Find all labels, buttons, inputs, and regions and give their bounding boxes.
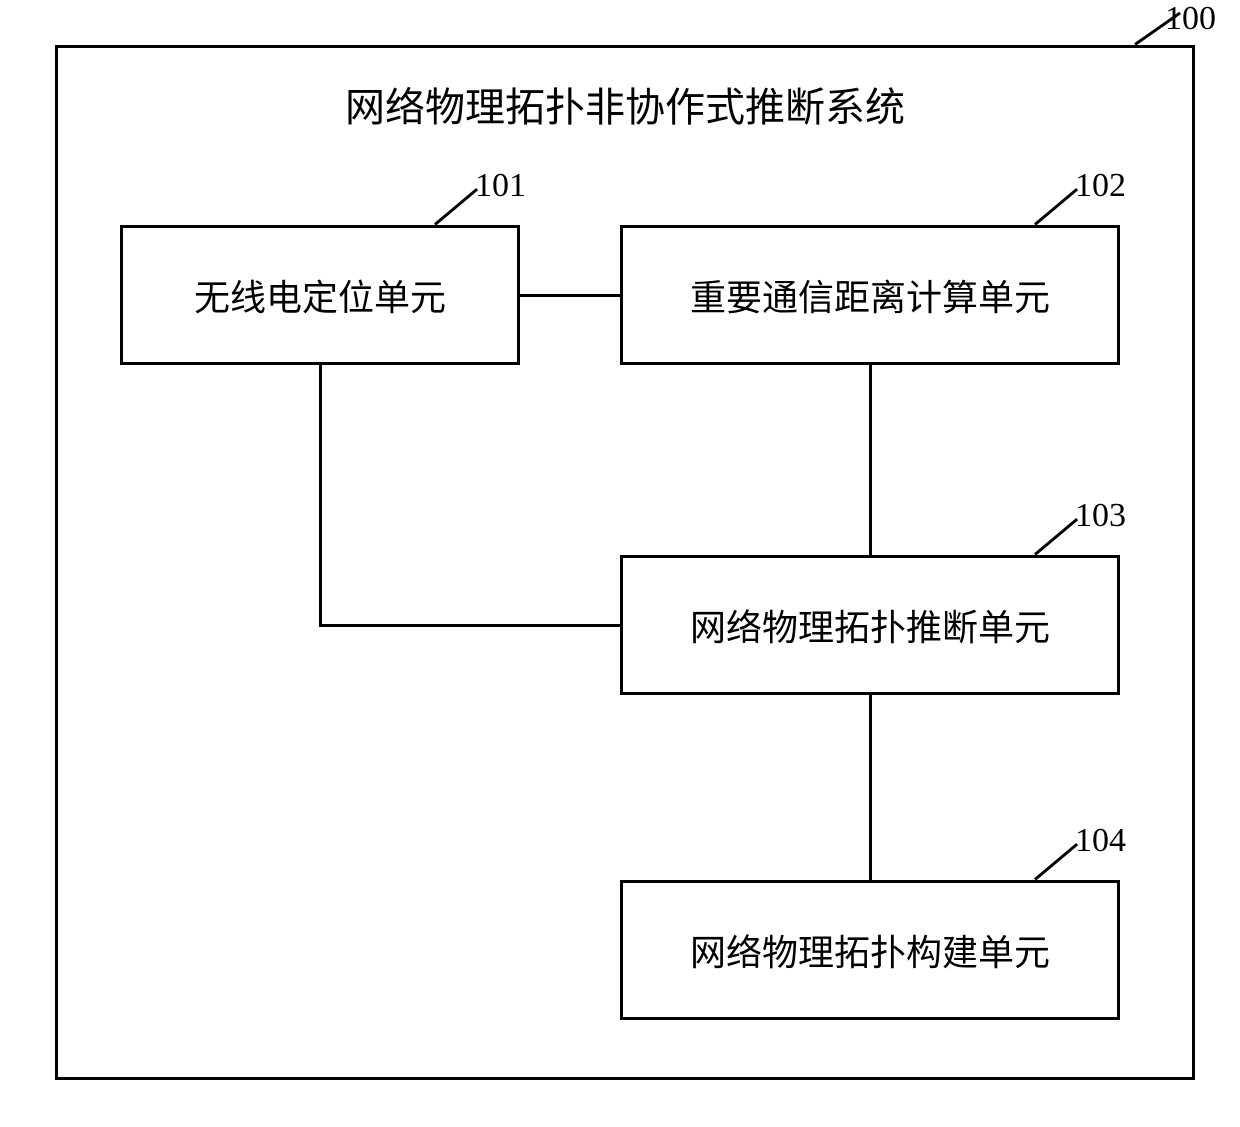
label-101: 101 bbox=[475, 167, 526, 205]
diagram-canvas: 网络物理拓扑非协作式推断系统 100 无线电定位单元 101 重要通信距离计算单… bbox=[0, 0, 1240, 1127]
label-104: 104 bbox=[1075, 822, 1126, 860]
node-102: 重要通信距离计算单元 bbox=[620, 225, 1120, 365]
label-102: 102 bbox=[1075, 167, 1126, 205]
edge-103-104 bbox=[869, 695, 872, 880]
system-title: 网络物理拓扑非协作式推断系统 bbox=[55, 75, 1195, 133]
node-101: 无线电定位单元 bbox=[120, 225, 520, 365]
node-102-label: 重要通信距离计算单元 bbox=[690, 269, 1050, 321]
label-103: 103 bbox=[1075, 497, 1126, 535]
node-101-label: 无线电定位单元 bbox=[194, 269, 446, 321]
node-104-label: 网络物理拓扑构建单元 bbox=[690, 924, 1050, 976]
edge-101-102 bbox=[520, 294, 620, 297]
node-103-label: 网络物理拓扑推断单元 bbox=[690, 599, 1050, 651]
edge-101-103-v bbox=[319, 365, 322, 627]
edge-101-103-h bbox=[319, 624, 621, 627]
node-104: 网络物理拓扑构建单元 bbox=[620, 880, 1120, 1020]
edge-102-103 bbox=[869, 365, 872, 555]
node-103: 网络物理拓扑推断单元 bbox=[620, 555, 1120, 695]
